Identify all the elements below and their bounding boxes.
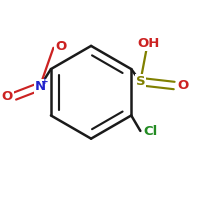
Text: O: O — [178, 79, 189, 92]
Text: OH: OH — [137, 37, 159, 50]
Text: −: − — [57, 38, 64, 47]
Text: O: O — [2, 90, 13, 103]
Text: O: O — [55, 40, 66, 53]
Text: N: N — [34, 80, 45, 93]
Text: +: + — [41, 77, 49, 86]
Text: S: S — [136, 75, 145, 88]
Text: Cl: Cl — [143, 125, 158, 138]
